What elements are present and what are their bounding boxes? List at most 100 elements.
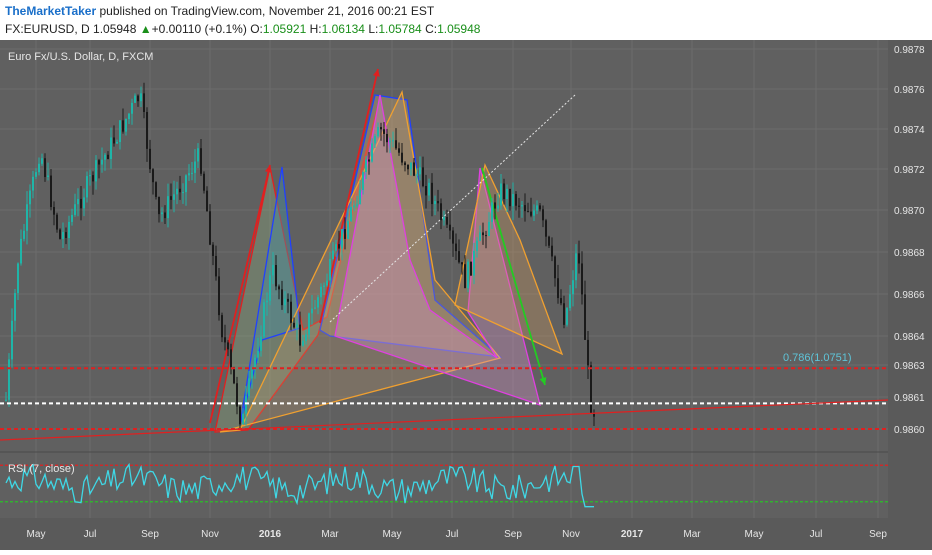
candle-body xyxy=(86,176,88,198)
candle-body xyxy=(263,302,265,337)
arrow-up-2-head xyxy=(373,69,380,77)
chart-header: TheMarketTaker published on TradingView.… xyxy=(0,0,932,40)
y-tick-label: 0.9868 xyxy=(894,248,925,259)
candle-body xyxy=(368,159,370,162)
high-label: H: xyxy=(309,22,322,36)
candle-body xyxy=(59,229,61,239)
symbol-label: FX:EURUSD, D xyxy=(5,22,90,36)
candle-body xyxy=(488,221,490,236)
candle-body xyxy=(383,129,385,134)
candle-body xyxy=(479,232,481,241)
candle-body xyxy=(134,95,136,103)
rsi-line xyxy=(5,462,594,508)
candle-body xyxy=(122,120,124,132)
candle-body xyxy=(491,202,493,222)
y-tick-label: 0.9861 xyxy=(894,393,925,404)
candle-body xyxy=(398,148,400,153)
candle-body xyxy=(389,141,391,143)
candle-body xyxy=(494,202,496,209)
candle-body xyxy=(284,298,286,306)
x-tick-label: Sep xyxy=(141,529,159,540)
candle-body xyxy=(254,357,256,370)
arrow-up-1-head xyxy=(264,165,272,173)
low-label: L: xyxy=(368,22,379,36)
pattern-orange xyxy=(219,89,502,433)
candle-body xyxy=(251,369,253,379)
chart-grid xyxy=(0,40,888,518)
candle-body xyxy=(473,250,475,276)
candle-body xyxy=(119,120,121,142)
arrow-up-1 xyxy=(209,164,271,424)
candle-body xyxy=(170,196,172,200)
candle-body xyxy=(557,278,559,299)
candle-body xyxy=(515,194,517,206)
candle-body xyxy=(101,159,103,165)
candle-body xyxy=(173,194,175,200)
candle-body xyxy=(431,182,433,205)
axes: 0.9878 0.9876 0.9874 0.9872 0.9870 0.9868 0.98… xyxy=(0,40,932,550)
bullish-pattern-red xyxy=(214,105,379,433)
candle-body xyxy=(353,205,355,208)
candle-body xyxy=(161,212,163,215)
candlestick-series xyxy=(5,82,595,430)
price-levels xyxy=(0,367,888,430)
candle-body xyxy=(302,341,304,346)
candle-body xyxy=(5,399,7,401)
candle-body xyxy=(506,188,508,200)
candle-body xyxy=(68,221,70,239)
candle-body xyxy=(158,196,160,215)
candle-body xyxy=(422,167,424,187)
publish-info: published on TradingView.com, November 2… xyxy=(99,4,435,18)
candle-body xyxy=(71,214,73,222)
chart-area[interactable]: 80.000040.0000 0.98780.98760.98740.98720… xyxy=(0,40,932,550)
candle-body xyxy=(527,211,529,213)
candle-body xyxy=(440,203,442,221)
candle-body xyxy=(236,383,238,407)
candle-body xyxy=(113,137,115,144)
candle-body xyxy=(299,324,301,346)
x-tick-label: Nov xyxy=(201,529,219,540)
candle-body xyxy=(233,367,235,384)
candle-body xyxy=(305,334,307,342)
candle-body xyxy=(131,102,133,114)
candle-body xyxy=(464,264,466,289)
candle-body xyxy=(434,200,436,205)
candle-body xyxy=(62,232,64,239)
candle-body xyxy=(125,119,127,132)
price-chart-svg[interactable]: 80.000040.0000 0.98780.98760.98740.98720… xyxy=(0,40,932,550)
candle-body xyxy=(437,200,439,204)
candle-body xyxy=(110,137,112,159)
last-price: 1.05948 xyxy=(93,22,137,36)
candle-body xyxy=(137,95,139,102)
candle-body xyxy=(584,294,586,340)
y-tick-label: 0.9878 xyxy=(894,45,925,56)
candle-body xyxy=(242,413,244,425)
candle-body xyxy=(572,280,574,295)
candle-body xyxy=(35,172,37,177)
candle-body xyxy=(26,204,28,231)
candle-body xyxy=(14,293,16,321)
x-tick-label: 2016 xyxy=(259,529,282,540)
candle-body xyxy=(182,192,184,194)
candle-body xyxy=(29,190,31,205)
candle-body xyxy=(50,175,52,208)
candle-body xyxy=(116,141,118,144)
harmonic-patterns xyxy=(209,68,576,433)
candle-body xyxy=(275,265,277,287)
x-tick-label: 2017 xyxy=(621,529,644,540)
candle-body xyxy=(167,196,169,219)
candle-body xyxy=(164,212,166,219)
x-tick-label: Jul xyxy=(810,529,823,540)
candle-body xyxy=(371,143,373,162)
trend-lines xyxy=(0,399,889,441)
x-tick-label: Jul xyxy=(84,529,97,540)
author-link[interactable]: TheMarketTaker xyxy=(5,4,97,18)
candle-body xyxy=(44,158,46,178)
candle-body xyxy=(107,154,109,159)
x-tick-label: Sep xyxy=(869,529,887,540)
candle-body xyxy=(89,175,91,177)
candle-body xyxy=(350,207,352,222)
candle-body xyxy=(509,188,511,207)
candle-body xyxy=(104,154,106,160)
low-value: 1.05784 xyxy=(378,22,422,36)
